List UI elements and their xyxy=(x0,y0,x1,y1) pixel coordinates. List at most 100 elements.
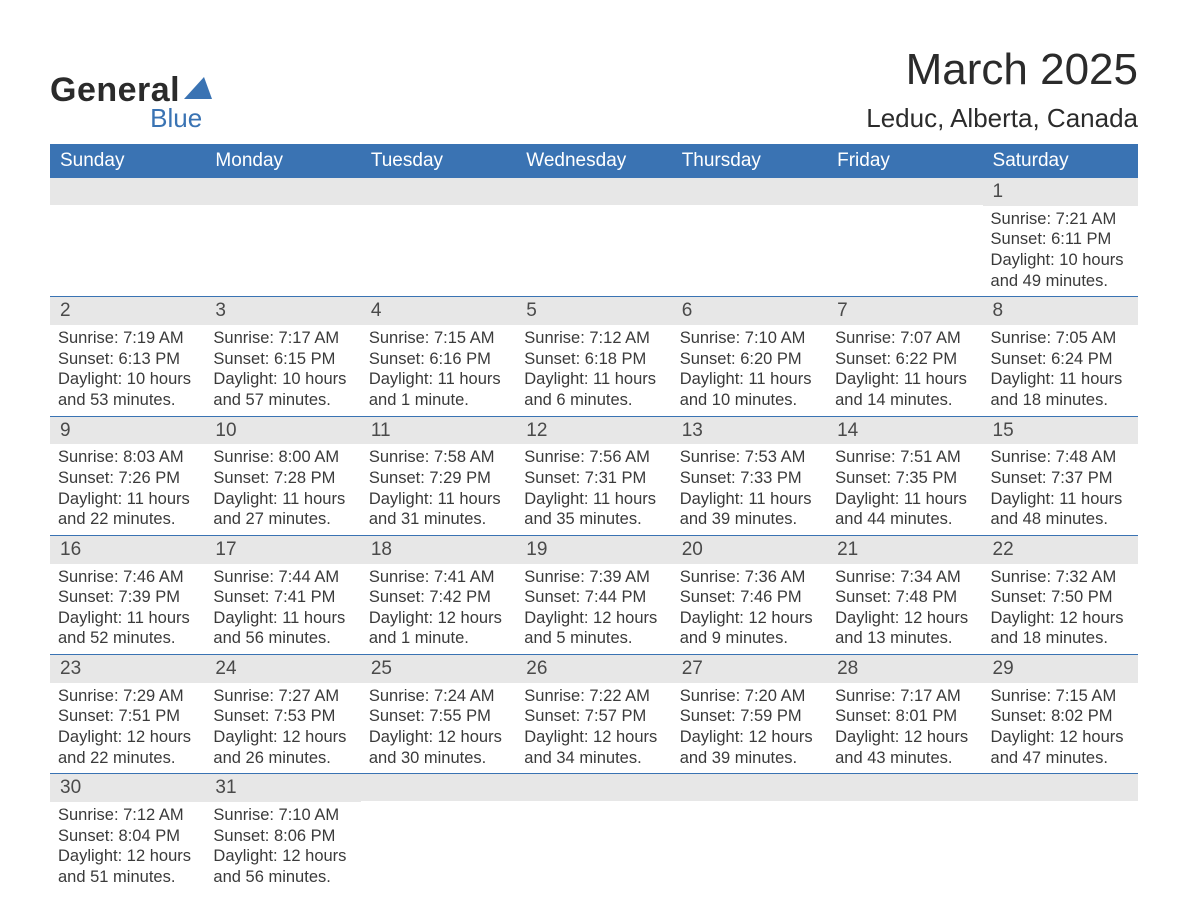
day-details: Sunrise: 7:17 AMSunset: 8:01 PMDaylight:… xyxy=(827,683,982,774)
sunset-text: Sunset: 7:51 PM xyxy=(58,706,197,727)
calendar-empty-cell xyxy=(516,178,671,297)
sunrise-text: Sunrise: 7:15 AM xyxy=(369,328,508,349)
empty-daynum-bar xyxy=(983,774,1138,801)
day-number: 9 xyxy=(50,417,205,445)
sunset-text: Sunset: 8:01 PM xyxy=(835,706,974,727)
sunrise-text: Sunrise: 7:05 AM xyxy=(991,328,1130,349)
daylight-text: Daylight: 11 hours and 22 minutes. xyxy=(58,489,197,530)
sunset-text: Sunset: 6:11 PM xyxy=(991,229,1130,250)
sunset-text: Sunset: 7:39 PM xyxy=(58,587,197,608)
sunrise-text: Sunrise: 7:56 AM xyxy=(524,447,663,468)
sunset-text: Sunset: 6:22 PM xyxy=(835,349,974,370)
title-block: March 2025 Leduc, Alberta, Canada xyxy=(866,45,1138,134)
calendar-day-cell: 9Sunrise: 8:03 AMSunset: 7:26 PMDaylight… xyxy=(50,416,205,535)
calendar-week-row: 23Sunrise: 7:29 AMSunset: 7:51 PMDayligh… xyxy=(50,655,1138,774)
sunrise-text: Sunrise: 8:03 AM xyxy=(58,447,197,468)
daylight-text: Daylight: 11 hours and 1 minute. xyxy=(369,369,508,410)
day-number: 10 xyxy=(205,417,360,445)
daylight-text: Daylight: 12 hours and 5 minutes. xyxy=(524,608,663,649)
daylight-text: Daylight: 11 hours and 14 minutes. xyxy=(835,369,974,410)
day-number: 16 xyxy=(50,536,205,564)
day-number: 31 xyxy=(205,774,360,802)
daylight-text: Daylight: 11 hours and 56 minutes. xyxy=(213,608,352,649)
sunrise-text: Sunrise: 7:27 AM xyxy=(213,686,352,707)
sunrise-text: Sunrise: 7:51 AM xyxy=(835,447,974,468)
empty-daynum-bar xyxy=(672,774,827,801)
sunset-text: Sunset: 8:06 PM xyxy=(213,826,352,847)
sunset-text: Sunset: 7:59 PM xyxy=(680,706,819,727)
sunset-text: Sunset: 7:57 PM xyxy=(524,706,663,727)
day-details: Sunrise: 7:21 AMSunset: 6:11 PMDaylight:… xyxy=(983,206,1138,297)
sunrise-text: Sunrise: 7:29 AM xyxy=(58,686,197,707)
daylight-text: Daylight: 11 hours and 39 minutes. xyxy=(680,489,819,530)
calendar-day-cell: 14Sunrise: 7:51 AMSunset: 7:35 PMDayligh… xyxy=(827,416,982,535)
day-details: Sunrise: 7:17 AMSunset: 6:15 PMDaylight:… xyxy=(205,325,360,416)
day-details: Sunrise: 7:29 AMSunset: 7:51 PMDaylight:… xyxy=(50,683,205,774)
daylight-text: Daylight: 12 hours and 26 minutes. xyxy=(213,727,352,768)
daylight-text: Daylight: 11 hours and 6 minutes. xyxy=(524,369,663,410)
day-details: Sunrise: 7:32 AMSunset: 7:50 PMDaylight:… xyxy=(983,564,1138,655)
calendar-empty-cell xyxy=(827,774,982,893)
day-details: Sunrise: 7:51 AMSunset: 7:35 PMDaylight:… xyxy=(827,444,982,535)
empty-daynum-bar xyxy=(516,178,671,205)
sunset-text: Sunset: 6:24 PM xyxy=(991,349,1130,370)
sunset-text: Sunset: 7:33 PM xyxy=(680,468,819,489)
calendar-empty-cell xyxy=(672,774,827,893)
daylight-text: Daylight: 12 hours and 43 minutes. xyxy=(835,727,974,768)
day-details: Sunrise: 7:53 AMSunset: 7:33 PMDaylight:… xyxy=(672,444,827,535)
sunrise-text: Sunrise: 7:17 AM xyxy=(213,328,352,349)
column-header: Thursday xyxy=(672,144,827,178)
sunrise-text: Sunrise: 7:48 AM xyxy=(991,447,1130,468)
calendar-day-cell: 16Sunrise: 7:46 AMSunset: 7:39 PMDayligh… xyxy=(50,535,205,654)
calendar-table: SundayMondayTuesdayWednesdayThursdayFrid… xyxy=(50,144,1138,893)
day-number: 12 xyxy=(516,417,671,445)
column-header: Monday xyxy=(205,144,360,178)
day-number: 23 xyxy=(50,655,205,683)
sunrise-text: Sunrise: 8:00 AM xyxy=(213,447,352,468)
sunrise-text: Sunrise: 7:12 AM xyxy=(58,805,197,826)
calendar-day-cell: 25Sunrise: 7:24 AMSunset: 7:55 PMDayligh… xyxy=(361,655,516,774)
day-details: Sunrise: 7:19 AMSunset: 6:13 PMDaylight:… xyxy=(50,325,205,416)
day-details: Sunrise: 7:56 AMSunset: 7:31 PMDaylight:… xyxy=(516,444,671,535)
sunset-text: Sunset: 7:50 PM xyxy=(991,587,1130,608)
daylight-text: Daylight: 11 hours and 27 minutes. xyxy=(213,489,352,530)
day-number: 18 xyxy=(361,536,516,564)
calendar-day-cell: 4Sunrise: 7:15 AMSunset: 6:16 PMDaylight… xyxy=(361,297,516,416)
sunrise-text: Sunrise: 7:19 AM xyxy=(58,328,197,349)
day-number: 28 xyxy=(827,655,982,683)
sunset-text: Sunset: 7:42 PM xyxy=(369,587,508,608)
daylight-text: Daylight: 12 hours and 51 minutes. xyxy=(58,846,197,887)
sunset-text: Sunset: 7:31 PM xyxy=(524,468,663,489)
calendar-day-cell: 22Sunrise: 7:32 AMSunset: 7:50 PMDayligh… xyxy=(983,535,1138,654)
calendar-day-cell: 15Sunrise: 7:48 AMSunset: 7:37 PMDayligh… xyxy=(983,416,1138,535)
day-number: 11 xyxy=(361,417,516,445)
daylight-text: Daylight: 12 hours and 34 minutes. xyxy=(524,727,663,768)
calendar-week-row: 30Sunrise: 7:12 AMSunset: 8:04 PMDayligh… xyxy=(50,774,1138,893)
day-number: 21 xyxy=(827,536,982,564)
calendar-day-cell: 28Sunrise: 7:17 AMSunset: 8:01 PMDayligh… xyxy=(827,655,982,774)
day-number: 30 xyxy=(50,774,205,802)
day-number: 25 xyxy=(361,655,516,683)
calendar-day-cell: 21Sunrise: 7:34 AMSunset: 7:48 PMDayligh… xyxy=(827,535,982,654)
calendar-body: 1Sunrise: 7:21 AMSunset: 6:11 PMDaylight… xyxy=(50,178,1138,893)
day-details: Sunrise: 7:20 AMSunset: 7:59 PMDaylight:… xyxy=(672,683,827,774)
day-details: Sunrise: 8:00 AMSunset: 7:28 PMDaylight:… xyxy=(205,444,360,535)
day-number: 5 xyxy=(516,297,671,325)
calendar-week-row: 16Sunrise: 7:46 AMSunset: 7:39 PMDayligh… xyxy=(50,535,1138,654)
daylight-text: Daylight: 12 hours and 9 minutes. xyxy=(680,608,819,649)
day-number: 15 xyxy=(983,417,1138,445)
sunset-text: Sunset: 6:20 PM xyxy=(680,349,819,370)
day-details: Sunrise: 8:03 AMSunset: 7:26 PMDaylight:… xyxy=(50,444,205,535)
day-number: 26 xyxy=(516,655,671,683)
day-details: Sunrise: 7:12 AMSunset: 6:18 PMDaylight:… xyxy=(516,325,671,416)
calendar-day-cell: 12Sunrise: 7:56 AMSunset: 7:31 PMDayligh… xyxy=(516,416,671,535)
empty-daynum-bar xyxy=(516,774,671,801)
sunrise-text: Sunrise: 7:44 AM xyxy=(213,567,352,588)
calendar-day-cell: 6Sunrise: 7:10 AMSunset: 6:20 PMDaylight… xyxy=(672,297,827,416)
calendar-day-cell: 27Sunrise: 7:20 AMSunset: 7:59 PMDayligh… xyxy=(672,655,827,774)
sunrise-text: Sunrise: 7:32 AM xyxy=(991,567,1130,588)
empty-daynum-bar xyxy=(672,178,827,205)
sunset-text: Sunset: 7:29 PM xyxy=(369,468,508,489)
calendar-day-cell: 24Sunrise: 7:27 AMSunset: 7:53 PMDayligh… xyxy=(205,655,360,774)
calendar-day-cell: 10Sunrise: 8:00 AMSunset: 7:28 PMDayligh… xyxy=(205,416,360,535)
